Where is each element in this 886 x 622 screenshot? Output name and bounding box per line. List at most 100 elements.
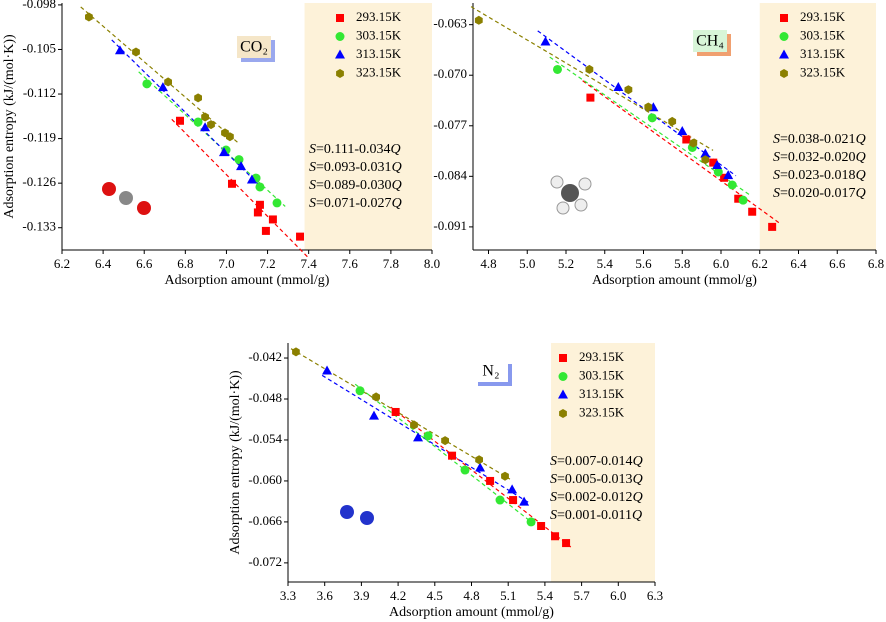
equation-part: Q — [392, 178, 402, 193]
point — [218, 147, 229, 157]
x-tick-label: 6.6 — [829, 256, 846, 271]
equation-part: =0.002-0.012 — [557, 490, 633, 505]
legend-label: 293.15K — [800, 9, 846, 24]
equation-part: S — [773, 186, 780, 201]
x-tick-label: 7.8 — [383, 256, 399, 271]
equation-part: =0.111-0.034 — [316, 142, 391, 157]
x-tick-label: 7.2 — [259, 256, 275, 271]
equation-part: =0.023-0.018 — [780, 168, 856, 183]
x-tick-label: 6.2 — [54, 256, 70, 271]
point — [624, 85, 633, 95]
point — [668, 116, 677, 126]
point — [738, 195, 748, 205]
x-tick-label: 6.4 — [95, 256, 112, 271]
atom — [340, 505, 354, 519]
x-tick-label: 5.0 — [519, 256, 535, 271]
co2-molecule — [102, 182, 151, 215]
equation-part: S — [773, 168, 780, 183]
point — [748, 207, 757, 216]
x-tick-label: 3.9 — [353, 588, 369, 603]
x-tick-label: 5.1 — [500, 588, 516, 603]
point — [682, 135, 691, 144]
atom — [102, 182, 116, 196]
y-axis-label: Adsorption entropy (kJ/(mol·K)) — [2, 34, 17, 219]
atom — [578, 177, 592, 191]
fit-line — [111, 39, 261, 187]
legend-marker — [335, 32, 345, 41]
x-tick-label: 3.3 — [280, 588, 296, 603]
atom — [550, 175, 564, 189]
fit-line — [470, 6, 714, 151]
legend-marker — [336, 14, 344, 22]
point — [261, 226, 270, 235]
point — [441, 436, 449, 446]
point — [475, 455, 483, 465]
equation-part: Q — [632, 508, 642, 523]
point — [164, 77, 172, 87]
x-axis-label: Adsorption amount (mmol/g) — [389, 605, 554, 620]
point — [537, 522, 546, 531]
equation-part: Q — [633, 454, 643, 469]
fit-equation: S=0.089-0.030Q — [309, 178, 402, 193]
equation-part: =0.038-0.021 — [780, 132, 856, 147]
point — [268, 215, 277, 224]
x-tick-label: 7.0 — [218, 256, 234, 271]
atom — [137, 201, 151, 215]
y-tick-label: -0.105 — [22, 40, 56, 55]
equation-part: S — [550, 490, 557, 505]
y-tick-label: -0.112 — [23, 85, 56, 100]
point — [255, 200, 264, 209]
shaded-region — [759, 3, 876, 250]
point — [519, 496, 530, 506]
label-box — [237, 36, 271, 58]
point — [540, 36, 551, 46]
point — [509, 496, 518, 505]
fit-equation: S=0.038-0.021Q — [773, 132, 866, 147]
point — [296, 232, 305, 241]
point — [644, 102, 653, 112]
point — [526, 517, 536, 527]
x-tick-label: 6.8 — [177, 256, 193, 271]
x-tick-label: 5.4 — [537, 588, 554, 603]
y-tick-label: -0.098 — [22, 0, 56, 11]
fit-equation: S=0.111-0.034Q — [309, 142, 401, 157]
equation-part: S — [309, 196, 316, 211]
point — [562, 539, 571, 548]
x-tick-label: 4.2 — [390, 588, 406, 603]
x-tick-label: 6.0 — [610, 588, 626, 603]
point — [413, 432, 424, 442]
point — [552, 64, 562, 74]
equation-part: Q — [392, 196, 402, 211]
x-tick-label: 6.8 — [868, 256, 884, 271]
y-tick-label: -0.091 — [433, 218, 467, 233]
equation-part: Q — [633, 490, 643, 505]
y-tick-label: -0.133 — [22, 219, 56, 234]
point — [689, 138, 698, 148]
fit-equation: S=0.005-0.013Q — [550, 472, 643, 487]
equation-part: Q — [392, 160, 402, 175]
legend-marker — [335, 49, 345, 59]
legend-marker — [336, 69, 344, 78]
legend-marker — [559, 409, 567, 418]
point — [132, 47, 140, 57]
equation-part: S — [309, 160, 316, 175]
equation-part: =0.001-0.011 — [557, 508, 632, 523]
point — [768, 222, 777, 231]
point — [201, 112, 209, 122]
fit-equation: S=0.007-0.014Q — [550, 454, 643, 469]
point — [723, 170, 734, 180]
point — [234, 155, 244, 165]
point — [253, 208, 262, 217]
point — [700, 148, 711, 158]
point — [355, 386, 365, 396]
point — [507, 484, 518, 494]
equation-part: =0.020-0.017 — [780, 186, 856, 201]
x-tick-label: 6.4 — [790, 256, 807, 271]
equation-part: S — [550, 472, 557, 487]
fit-line — [354, 383, 537, 527]
point — [734, 194, 743, 203]
x-tick-label: 7.4 — [301, 256, 318, 271]
y-tick-label: -0.072 — [248, 554, 282, 569]
atom — [119, 191, 133, 205]
